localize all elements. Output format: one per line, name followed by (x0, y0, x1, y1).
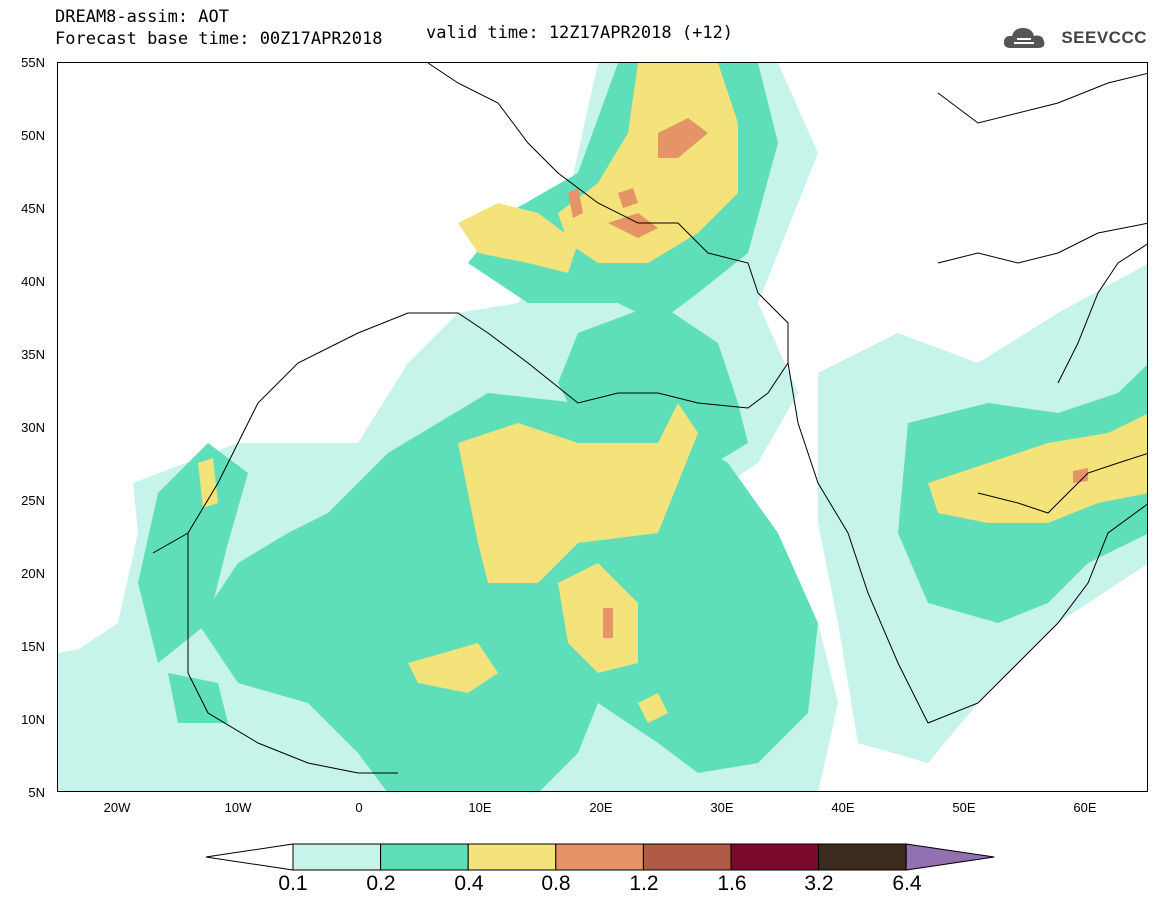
product-title: DREAM8-assim: AOT (55, 7, 229, 27)
colorbar-label: 3.2 (804, 872, 834, 895)
seevccc-logo: SEEVCCC (1001, 24, 1147, 52)
coastlines (152, 63, 1147, 774)
lat-label: 40N (21, 274, 45, 289)
colorbar-segment (642, 843, 732, 871)
lat-label: 5N (28, 785, 45, 800)
colorbar-segment (818, 843, 907, 871)
lon-label: 50E (952, 800, 976, 815)
lat-label: 15N (21, 639, 45, 654)
colorbar-label: 1.2 (629, 872, 659, 895)
lat-label: 35N (21, 347, 45, 362)
lon-label: 20E (589, 800, 613, 815)
lat-label: 10N (21, 712, 45, 727)
valid-time: valid time: 12Z17APR2018 (+12) (426, 23, 734, 43)
lon-label: 10W (224, 800, 252, 815)
colorbar-label: 0.4 (454, 872, 484, 895)
colorbar-segment (730, 843, 820, 871)
colorbar-segment (292, 843, 382, 871)
lon-label: 60E (1073, 800, 1097, 815)
colorbar-under-triangle (205, 843, 294, 871)
aot-band-0.8 (568, 118, 1088, 638)
colorbar-segment (380, 843, 469, 871)
lon-label: 40E (831, 800, 855, 815)
aot-band-0.4 (198, 63, 1147, 723)
aot-colorbar (205, 843, 995, 871)
colorbar-label: 0.2 (366, 872, 396, 895)
lon-label: 30E (710, 800, 734, 815)
lat-label: 50N (21, 128, 45, 143)
colorbar-segment (555, 843, 644, 871)
colorbar-over-triangle (905, 843, 995, 871)
lat-label: 30N (21, 420, 45, 435)
map-title: DREAM8-assim: AOT Forecast base time: 00… (55, 6, 383, 50)
cloud-icon (1004, 28, 1045, 48)
colorbar-label: 0.1 (278, 872, 308, 895)
colorbar-label: 6.4 (892, 872, 922, 895)
colorbar-label: 0.8 (541, 872, 571, 895)
map-area[interactable] (57, 62, 1148, 792)
lon-label: 10E (468, 800, 492, 815)
lat-label: 55N (21, 55, 45, 70)
colorbar-label: 1.6 (717, 872, 747, 895)
colorbar-segment (467, 843, 557, 871)
lat-label: 45N (21, 201, 45, 216)
lat-label: 25N (21, 493, 45, 508)
lat-label: 20N (21, 566, 45, 581)
aot-map (58, 63, 1147, 791)
lon-label: 20W (103, 800, 131, 815)
logo-text: SEEVCCC (1061, 28, 1147, 47)
forecast-base-time: Forecast base time: 00Z17APR2018 (55, 29, 383, 49)
lon-label: 0 (355, 800, 363, 815)
